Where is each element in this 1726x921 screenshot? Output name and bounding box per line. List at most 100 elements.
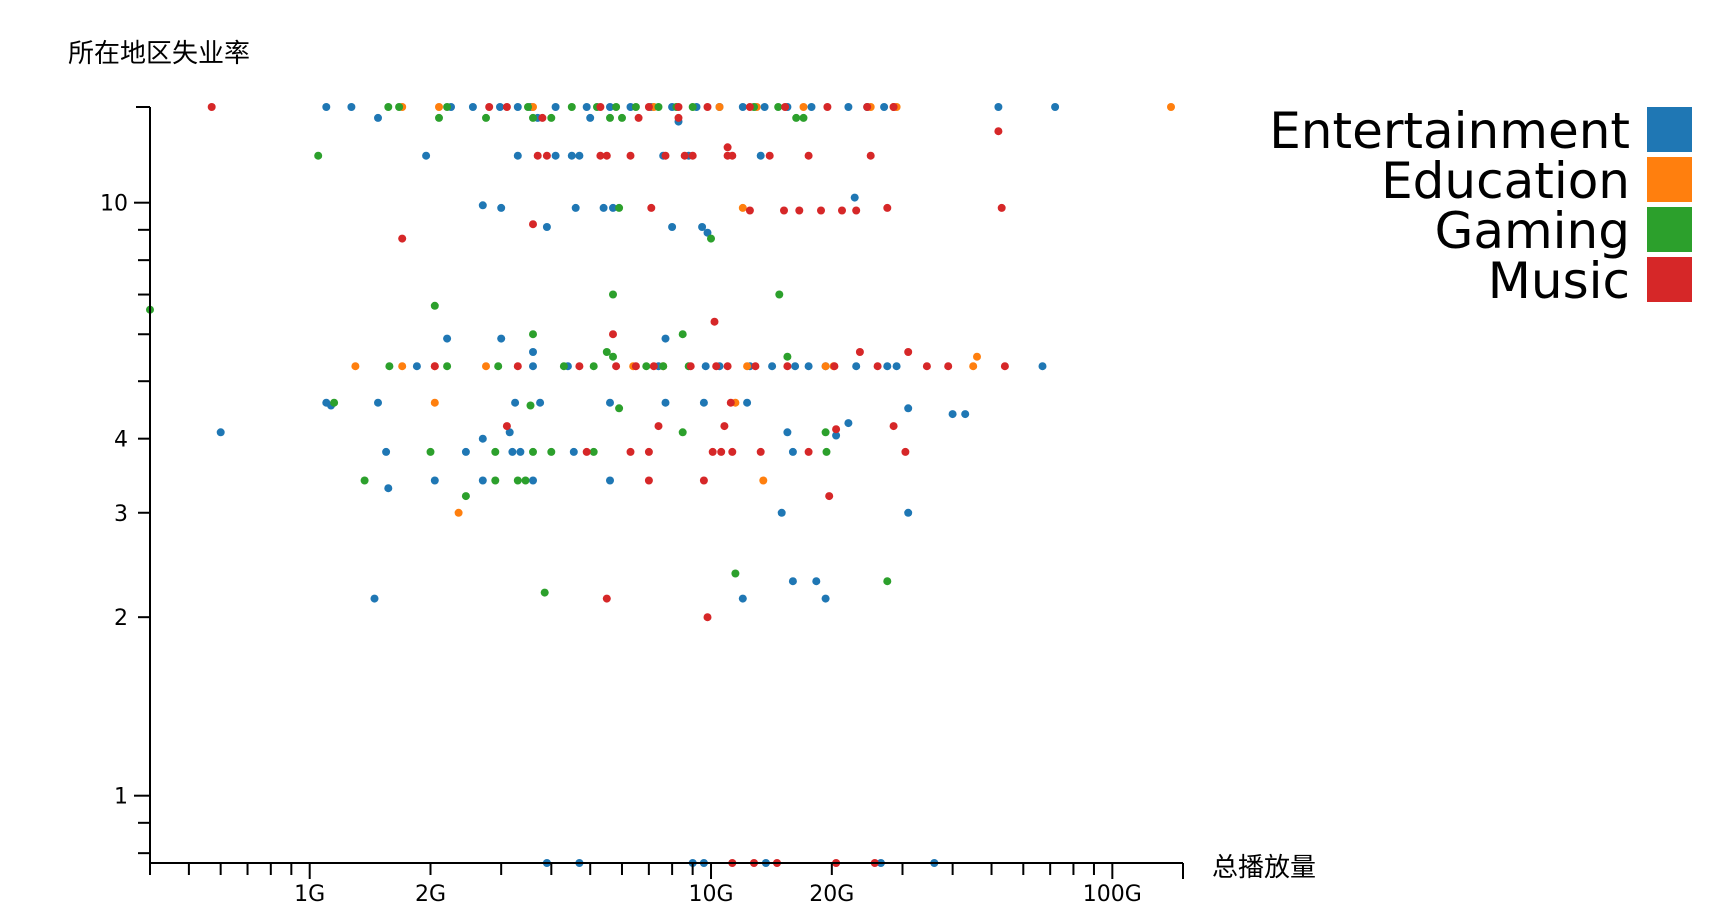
data-point — [207, 103, 216, 111]
data-point — [547, 447, 556, 456]
data-point — [542, 151, 551, 160]
data-point — [852, 362, 861, 371]
data-point — [745, 103, 754, 111]
data-point — [634, 113, 643, 122]
data-point — [571, 203, 580, 212]
data-point — [642, 362, 651, 371]
data-point — [774, 103, 783, 111]
data-point — [626, 151, 635, 160]
data-point — [720, 422, 729, 431]
y-tick-label: 10 — [100, 192, 128, 217]
data-point — [760, 103, 769, 111]
data-point — [626, 447, 635, 456]
data-point — [551, 103, 560, 111]
data-point — [759, 476, 768, 485]
data-point — [529, 447, 537, 456]
y-tick-label: 2 — [114, 606, 128, 631]
data-point — [674, 113, 683, 122]
data-point — [589, 447, 598, 456]
data-point — [443, 334, 452, 343]
x-tick-label: 1G — [294, 882, 325, 907]
data-point — [567, 103, 576, 111]
data-point — [631, 103, 640, 111]
data-point — [430, 476, 439, 485]
data-point — [866, 151, 875, 160]
data-point — [430, 362, 439, 371]
data-point — [889, 103, 898, 111]
data-point — [823, 103, 832, 111]
data-point — [644, 447, 653, 456]
x-axis-title: 总播放量 — [1212, 853, 1316, 883]
data-point — [351, 362, 360, 371]
data-point — [478, 434, 487, 443]
data-point — [529, 362, 537, 371]
data-point — [322, 103, 331, 111]
data-point — [783, 352, 792, 361]
data-point — [781, 103, 790, 111]
data-point — [904, 508, 913, 517]
data-point — [412, 362, 421, 371]
data-point — [461, 492, 470, 501]
data-point — [599, 203, 608, 212]
data-point — [513, 151, 522, 160]
data-point — [521, 476, 530, 485]
data-point — [715, 103, 724, 111]
y-tick-label: 1 — [114, 785, 128, 810]
data-point — [505, 428, 514, 437]
data-point — [788, 577, 797, 586]
data-point — [1051, 103, 1060, 111]
data-point — [756, 151, 765, 160]
data-point — [612, 103, 621, 111]
data-point — [631, 362, 640, 371]
data-point — [547, 113, 556, 122]
data-point — [788, 447, 797, 456]
x-tick-label: 20G — [809, 882, 854, 907]
data-point — [529, 330, 537, 339]
data-point — [606, 476, 614, 485]
data-point — [892, 362, 901, 371]
data-point — [659, 362, 668, 371]
data-point — [395, 103, 404, 111]
data-point — [795, 206, 804, 215]
data-point — [726, 398, 735, 407]
data-point — [832, 425, 841, 434]
data-point — [777, 508, 786, 517]
data-point — [661, 151, 670, 160]
data-point — [536, 398, 545, 407]
data-point — [863, 103, 872, 111]
data-point — [812, 577, 821, 586]
data-point — [731, 569, 740, 578]
data-point — [717, 447, 726, 456]
data-point — [703, 613, 712, 622]
data-point — [883, 577, 892, 586]
data-point — [699, 398, 708, 407]
y-axis-title: 所在地区失业率 — [68, 39, 250, 69]
data-point — [589, 362, 598, 371]
data-point — [497, 203, 506, 212]
data-point — [780, 206, 788, 215]
data-point — [775, 290, 784, 299]
data-point — [821, 362, 830, 371]
data-point — [699, 476, 708, 485]
x-axis: 1G 2G 10G 20G 100G — [149, 862, 1184, 907]
data-point — [596, 151, 605, 160]
data-point — [799, 113, 808, 122]
data-point — [674, 103, 683, 111]
data-point — [723, 362, 732, 371]
data-point — [822, 447, 831, 456]
data-point — [783, 362, 792, 371]
data-point — [994, 103, 1003, 111]
data-point — [678, 428, 687, 437]
data-point — [1167, 103, 1175, 111]
data-point — [668, 223, 677, 231]
data-point — [880, 103, 889, 111]
data-point — [567, 151, 576, 160]
data-point — [516, 447, 525, 456]
data-point — [330, 398, 339, 407]
data-point — [688, 151, 697, 160]
data-point — [901, 447, 910, 456]
data-point — [678, 330, 687, 339]
data-point — [751, 362, 760, 371]
data-point — [586, 113, 595, 122]
